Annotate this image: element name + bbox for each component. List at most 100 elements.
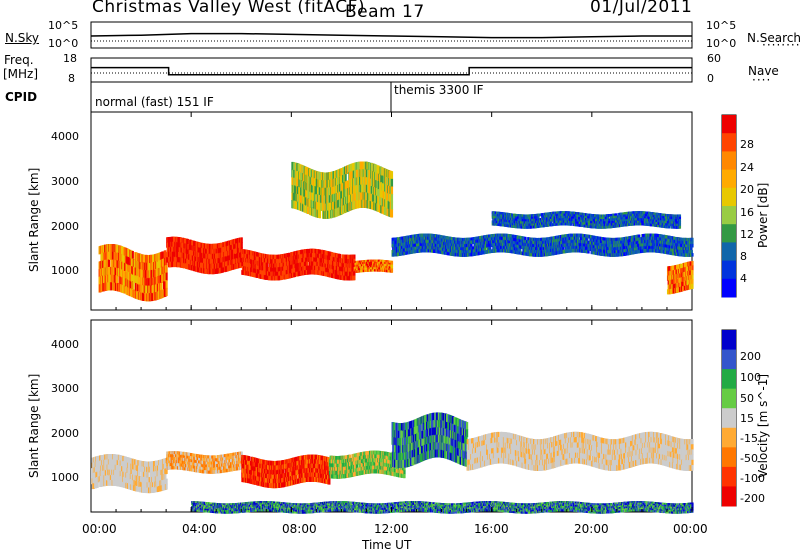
power-cell: [165, 272, 168, 281]
power-cell: [340, 258, 343, 264]
power-cell: [571, 248, 574, 253]
power-cell: [333, 170, 337, 179]
power-cell: [294, 259, 297, 265]
power-cell: [400, 245, 404, 250]
power-cell: [371, 269, 374, 272]
power-cell: [430, 249, 434, 253]
power-cell: [507, 240, 510, 244]
power-cell: [179, 237, 183, 243]
power-cell: [529, 237, 532, 242]
power-cell: [253, 259, 256, 265]
power-cell: [328, 195, 332, 204]
power-cell: [176, 241, 179, 248]
power-cell: [570, 233, 573, 238]
power-cell: [353, 271, 356, 277]
power-cell: [362, 263, 365, 267]
power-cell: [549, 239, 552, 244]
power-cell: [368, 263, 372, 266]
power-cell: [530, 240, 533, 245]
power-cell: [169, 246, 173, 253]
power-cell: [442, 247, 446, 252]
power-cell: [450, 243, 454, 247]
power-cell: [280, 275, 283, 280]
power-cell: [214, 263, 218, 269]
power-cell: [117, 260, 120, 269]
power-cell: [462, 241, 466, 245]
power-cell: [121, 254, 124, 263]
power-cell: [379, 263, 382, 266]
power-cell: [277, 258, 280, 264]
power-cell: [599, 243, 603, 247]
power-cell: [360, 266, 363, 269]
power-cell: [334, 265, 337, 271]
power-cell: [412, 237, 415, 242]
power-cell: [174, 241, 177, 248]
power-cell: [483, 238, 486, 242]
power-cell: [390, 186, 394, 195]
power-cell: [388, 260, 392, 263]
power-cell: [390, 268, 394, 271]
power-cell: [273, 254, 277, 260]
power-cell: [547, 237, 550, 241]
power-cell: [316, 253, 319, 259]
power-cell: [524, 236, 527, 241]
power-cell: [111, 259, 114, 268]
power-cell: [315, 257, 318, 263]
power-cell: [282, 262, 285, 268]
power-cell: [427, 239, 430, 244]
power-cell: [390, 264, 394, 268]
power-cell: [447, 242, 450, 247]
power-cell: [444, 251, 447, 255]
power-cell: [110, 274, 113, 283]
power-cell: [326, 172, 329, 181]
power-cell: [474, 252, 477, 256]
power-cell: [147, 254, 151, 264]
power-cell: [420, 242, 423, 247]
power-cell: [326, 267, 329, 273]
power-cell: [415, 243, 419, 247]
power-cell: [150, 254, 153, 263]
power-cell: [132, 281, 135, 290]
power-cell: [317, 249, 320, 254]
power-cell: [236, 258, 239, 264]
power-cell: [157, 275, 161, 284]
power-cell: [232, 259, 235, 265]
power-cell: [155, 284, 158, 293]
power-cell: [466, 240, 469, 245]
power-cell: [368, 267, 371, 270]
power-cell: [506, 233, 509, 238]
power-cell: [222, 257, 225, 263]
power-cell: [506, 236, 509, 241]
power-cell: [326, 180, 329, 189]
power-cell: [209, 243, 212, 250]
power-cell: [465, 247, 469, 251]
power-cell: [518, 251, 521, 255]
power-cell: [347, 254, 350, 260]
power-cell: [131, 250, 134, 260]
power-cell: [221, 267, 225, 273]
power-cell: [395, 243, 398, 248]
power-cell: [306, 205, 310, 214]
power-cell: [382, 183, 385, 192]
power-cell: [261, 253, 265, 259]
power-cell: [152, 254, 156, 263]
power-cell: [421, 236, 424, 241]
power-cell: [317, 186, 320, 195]
power-cell: [397, 237, 400, 241]
power-cell: [368, 162, 371, 171]
power-cell: [392, 249, 395, 254]
power-cell: [377, 261, 380, 264]
power-cell: [184, 253, 187, 259]
power-cell: [546, 243, 549, 247]
power-cell: [127, 264, 131, 273]
power-cell: [435, 246, 439, 251]
power-cell: [565, 243, 568, 247]
power-cell: [353, 267, 356, 272]
power-cell: [278, 275, 281, 281]
power-cell: [357, 260, 360, 264]
power-cell: [296, 171, 300, 180]
power-cell: [168, 246, 171, 253]
power-cell: [260, 253, 263, 258]
power-cell: [250, 250, 253, 256]
power-cell: [207, 248, 210, 255]
